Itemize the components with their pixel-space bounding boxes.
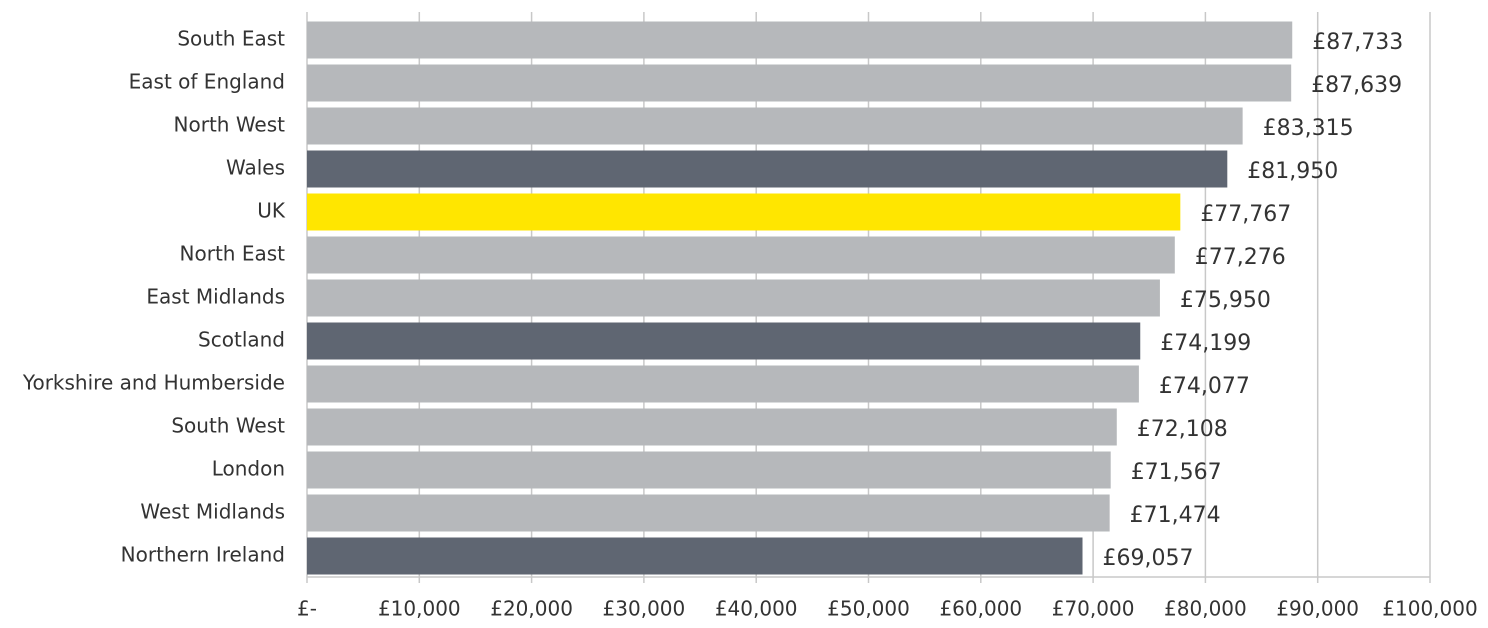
x-tick-label: £10,000 bbox=[378, 597, 461, 621]
value-label: £71,474 bbox=[1130, 503, 1221, 528]
value-label: £77,276 bbox=[1195, 245, 1286, 270]
x-tick-label: £70,000 bbox=[1052, 597, 1135, 621]
value-label: £75,950 bbox=[1180, 288, 1271, 313]
x-tick-label: £100,000 bbox=[1382, 597, 1477, 621]
bar bbox=[307, 64, 1292, 102]
x-tick-label: £40,000 bbox=[715, 597, 798, 621]
x-tick-label: £60,000 bbox=[939, 597, 1022, 621]
x-tick-label: £90,000 bbox=[1276, 597, 1359, 621]
bar bbox=[307, 21, 1293, 59]
y-tick-label: Wales bbox=[226, 156, 285, 180]
value-label: £69,057 bbox=[1103, 546, 1194, 571]
value-label: £87,733 bbox=[1312, 30, 1403, 55]
y-tick-label: Scotland bbox=[198, 328, 285, 352]
bar bbox=[307, 537, 1083, 575]
bar bbox=[307, 279, 1160, 317]
bar bbox=[307, 451, 1111, 489]
bar bbox=[307, 193, 1181, 231]
bar bbox=[307, 494, 1110, 532]
value-label: £71,567 bbox=[1131, 460, 1222, 485]
bar bbox=[307, 236, 1175, 274]
y-tick-label: Yorkshire and Humberside bbox=[22, 371, 285, 395]
value-label: £81,950 bbox=[1247, 159, 1338, 184]
x-tick-label: £80,000 bbox=[1164, 597, 1247, 621]
value-label: £77,767 bbox=[1200, 202, 1291, 227]
x-tick-label: £- bbox=[297, 597, 317, 621]
x-tick-label: £20,000 bbox=[490, 597, 573, 621]
y-tick-label: West Midlands bbox=[140, 500, 285, 524]
x-tick-label: £50,000 bbox=[827, 597, 910, 621]
y-tick-label: East Midlands bbox=[146, 285, 285, 309]
y-tick-label: South West bbox=[171, 414, 285, 438]
y-tick-label: North East bbox=[180, 242, 286, 266]
bar bbox=[307, 408, 1117, 446]
bar bbox=[307, 322, 1141, 360]
bar bbox=[307, 365, 1139, 403]
value-label: £74,199 bbox=[1160, 331, 1251, 356]
y-tick-label: South East bbox=[177, 27, 285, 51]
value-label: £72,108 bbox=[1137, 417, 1228, 442]
bar bbox=[307, 150, 1228, 188]
y-tick-label: Northern Ireland bbox=[121, 543, 285, 567]
y-tick-label: London bbox=[212, 457, 285, 481]
x-tick-label: £30,000 bbox=[603, 597, 686, 621]
value-label: £83,315 bbox=[1263, 116, 1354, 141]
y-tick-label: UK bbox=[257, 199, 286, 223]
value-label: £87,639 bbox=[1311, 73, 1402, 98]
value-label: £74,077 bbox=[1159, 374, 1250, 399]
y-tick-label: North West bbox=[174, 113, 286, 137]
y-tick-label: East of England bbox=[129, 70, 285, 94]
bar bbox=[307, 107, 1243, 145]
